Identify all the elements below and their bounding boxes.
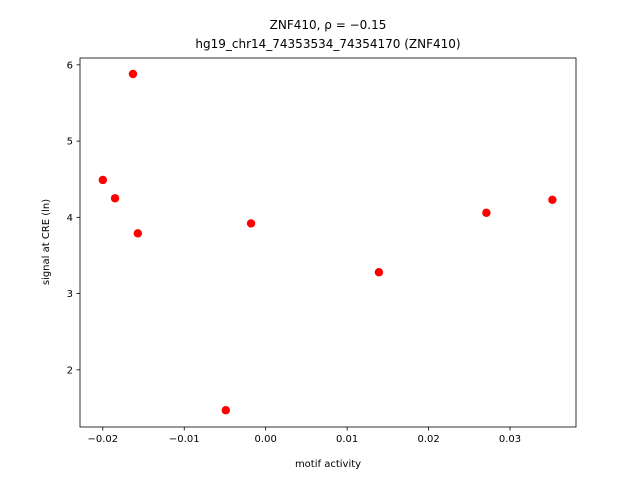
x-tick-label: 0.00 bbox=[255, 434, 277, 445]
point bbox=[128, 69, 138, 79]
y-tick-label: 5 bbox=[67, 137, 73, 148]
point bbox=[548, 195, 557, 205]
point bbox=[221, 406, 230, 415]
x-tick-label: −0.02 bbox=[87, 434, 118, 445]
plot-frame bbox=[79, 57, 577, 428]
y-axis-label: signal at CRE (ln) bbox=[41, 199, 52, 285]
x-tick-label: −0.01 bbox=[169, 434, 200, 445]
y-tick-label: 6 bbox=[67, 60, 73, 71]
chart-title: ZNF410, ρ = −0.15 bbox=[270, 18, 387, 32]
point bbox=[98, 175, 108, 185]
y-tick-label: 2 bbox=[67, 365, 73, 376]
point bbox=[374, 268, 384, 277]
x-tick-label: 0.02 bbox=[417, 434, 439, 445]
x-axis-label: motif activity bbox=[295, 459, 361, 470]
point bbox=[246, 219, 256, 228]
x-tick-label: 0.01 bbox=[336, 434, 358, 445]
point bbox=[133, 229, 143, 238]
chart-subtitle: hg19_chr14_74353534_74354170 (ZNF410) bbox=[195, 37, 460, 51]
point bbox=[482, 208, 491, 217]
y-tick-label: 4 bbox=[67, 213, 73, 224]
y-tick-label: 3 bbox=[67, 289, 73, 300]
point bbox=[110, 194, 120, 203]
x-tick-label: 0.03 bbox=[499, 434, 521, 445]
